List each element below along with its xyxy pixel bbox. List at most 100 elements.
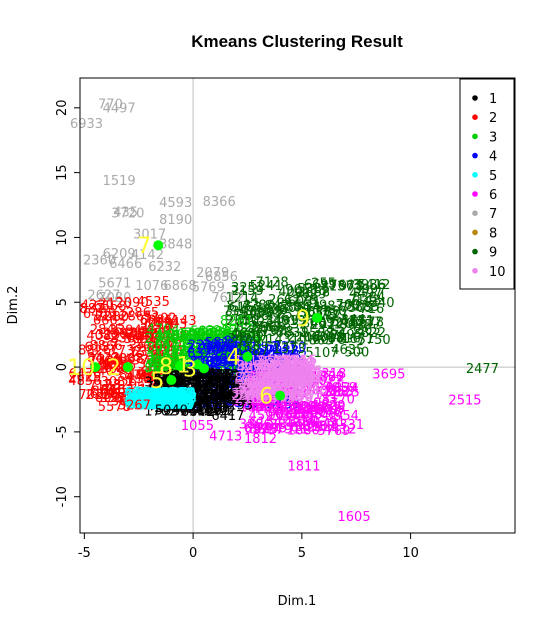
cluster-point: 7604 — [193, 330, 226, 345]
cluster-point: 1767 — [171, 339, 204, 354]
point-label: 9053 — [285, 283, 318, 298]
cluster-point: 2707 — [299, 380, 332, 395]
cluster-point: 344 — [341, 313, 366, 328]
cluster-point: 6163 — [229, 301, 262, 316]
cluster-point: 1898 — [239, 401, 272, 416]
cluster-point: 6076 — [313, 333, 346, 348]
cluster-point: 899 — [164, 398, 189, 413]
cluster-point: 994 — [176, 332, 201, 347]
cluster-center-marker — [122, 362, 133, 373]
cluster-point: 5335 — [174, 386, 207, 401]
cluster-point: 811 — [282, 354, 307, 369]
cluster-point: 8826 — [78, 343, 111, 358]
cluster-point: 7492 — [202, 404, 235, 419]
cluster-point: 2243 — [147, 396, 180, 411]
x-axis-label: Dim.1 — [278, 594, 317, 609]
cluster-point: 3361 — [210, 327, 243, 342]
cluster-point: 5703 — [261, 380, 294, 395]
cluster-point: 4464 — [201, 390, 234, 405]
cluster-point: 1607 — [210, 388, 243, 403]
cluster-point: 6027 — [245, 373, 278, 388]
cluster-point: 2068 — [269, 364, 302, 379]
cluster-point: 3957 — [144, 356, 177, 371]
cluster-point: 4367 — [178, 398, 211, 413]
cluster-point: 1572 — [228, 373, 261, 388]
point-label: 6933 — [70, 117, 103, 132]
cluster-point: 4399 — [137, 367, 170, 382]
cluster-point: 8598 — [249, 360, 282, 375]
cluster-point: 641 — [212, 354, 237, 369]
cluster-point: 3288 — [278, 367, 311, 382]
cluster-point: 1299 — [197, 404, 230, 419]
cluster-point: 5213 — [186, 379, 219, 394]
cluster-point: 8794 — [224, 334, 257, 349]
cluster-point: 7672 — [234, 366, 267, 381]
cluster-point: 7161 — [274, 377, 307, 392]
cluster-point: 1697 — [250, 369, 283, 384]
cluster-point: 8341 — [286, 372, 319, 387]
cluster-point: 2865 — [126, 306, 159, 321]
cluster-point: 8370 — [327, 299, 360, 314]
cluster-point: 918 — [250, 382, 275, 397]
cluster-point: 2526 — [211, 365, 244, 380]
cluster-point: 6005 — [133, 398, 166, 413]
cluster-point: 6610 — [202, 338, 235, 353]
cluster-point: 6102 — [158, 396, 191, 411]
cluster-point: 1694 — [236, 334, 269, 349]
cluster-point: 1524 — [139, 383, 172, 398]
cluster-point: 308 — [149, 398, 174, 413]
cluster-point: 7629 — [128, 394, 161, 409]
cluster-point: 716 — [238, 385, 263, 400]
cluster-point: 8368 — [92, 362, 125, 377]
cluster-point: 7776 — [197, 379, 230, 394]
cluster-point: 3475 — [152, 392, 185, 407]
cluster-point: 7461 — [195, 396, 228, 411]
cluster-point: 3222 — [144, 396, 177, 411]
cluster-point: 4535 — [137, 295, 170, 310]
cluster-point: 9060 — [268, 409, 301, 424]
cluster-point: 3956 — [238, 373, 271, 388]
cluster-point: 6639 — [149, 398, 182, 413]
cluster-point: 1194 — [144, 397, 177, 412]
cluster-point: 6564 — [162, 348, 195, 363]
cluster-point: 4601 — [160, 398, 193, 413]
cluster-point: 226 — [300, 371, 325, 386]
cluster-point: 5287 — [146, 387, 179, 402]
cluster-point: 3519 — [144, 394, 177, 409]
cluster-10-dense-points: 4709305582722871488251653869072273337803… — [231, 353, 328, 406]
legend-swatch — [472, 268, 478, 274]
cluster-point: 6497 — [207, 370, 240, 385]
cluster-point: 287 — [125, 327, 150, 342]
cluster-point: 2644 — [138, 328, 171, 343]
cluster-point: 5183 — [268, 364, 301, 379]
point-label: 435 — [113, 205, 138, 220]
cluster-point: 3031 — [111, 394, 144, 409]
legend: 1 2 3 4 5 6 7 8 9 10 — [459, 78, 515, 290]
cluster-point: 7136 — [252, 372, 285, 387]
cluster-center-marker — [312, 312, 323, 323]
y-tick-label: 5 — [55, 298, 70, 306]
cluster-point: 1535 — [257, 359, 290, 374]
cluster-point: 6577 — [243, 399, 276, 414]
cluster-point: 4002 — [98, 355, 131, 370]
cluster-point: 5081 — [199, 344, 232, 359]
cluster-center-label: 4 — [226, 346, 240, 371]
cluster-center-label: 7 — [137, 234, 151, 259]
cluster-point: 8327 — [283, 317, 316, 332]
cluster-point: 2812 — [249, 387, 282, 402]
cluster-center-label: 5 — [150, 369, 164, 394]
cluster-point: 1795 — [290, 387, 323, 402]
cluster-point: 8514 — [249, 423, 282, 438]
cluster-point: 8425 — [291, 421, 324, 436]
cluster-point: 4492 — [126, 370, 159, 385]
legend-swatch — [472, 133, 478, 140]
cluster-point: 6122 — [275, 407, 308, 422]
cluster-point: 1495 — [234, 379, 267, 394]
cluster-point: 2915 — [146, 352, 179, 367]
cluster-point: 5415 — [139, 386, 172, 401]
cluster-point: 361 — [315, 404, 340, 419]
cluster-center-label: 9 — [296, 307, 310, 332]
cluster-point: 8057 — [277, 368, 310, 383]
cluster-point: 7533 — [144, 389, 177, 404]
